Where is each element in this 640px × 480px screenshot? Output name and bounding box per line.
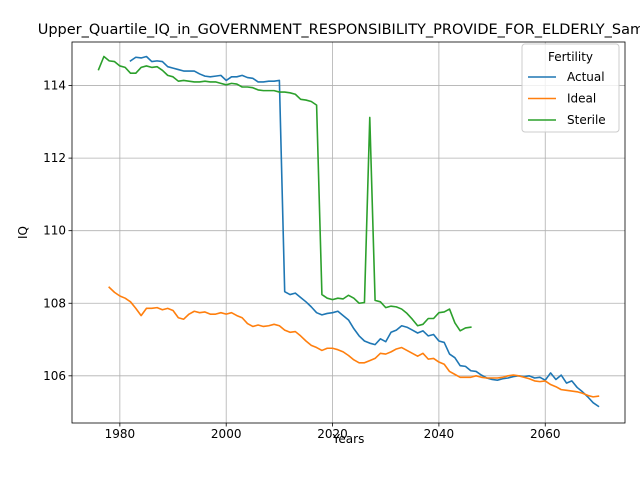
x-tick-label: 2060 — [530, 427, 561, 441]
series-lines — [97, 55, 600, 408]
legend-entries: Actual Ideal Sterile — [528, 70, 606, 127]
y-tick-label: 110 — [43, 224, 66, 238]
legend-box — [521, 43, 620, 133]
x-tick-label: 2020 — [317, 427, 348, 441]
x-tick-label: 2000 — [211, 427, 242, 441]
y-tick-label: 114 — [43, 79, 66, 93]
legend-label-actual: Actual — [567, 70, 605, 84]
x-axis-label: Years — [332, 432, 365, 446]
y-tick-label: 106 — [43, 369, 66, 383]
y-axis-label: IQ — [16, 226, 30, 239]
x-tick-label: 1980 — [105, 427, 136, 441]
legend: Fertility Actual Ideal Sterile — [521, 43, 620, 133]
plot-frame — [71, 41, 626, 424]
axis-ticks: 1980 2000 2020 2040 2060 106 108 110 112 114 — [43, 79, 560, 441]
series-line-ideal — [108, 286, 600, 398]
chart-title: Upper_Quartile_IQ_in_GOVERNMENT_RESPONSI… — [38, 22, 640, 38]
series-line-sterile — [97, 55, 472, 332]
legend-label-ideal: Ideal — [567, 92, 596, 106]
y-tick-label: 112 — [43, 151, 66, 165]
x-tick-label: 2040 — [424, 427, 455, 441]
legend-label-sterile: Sterile — [567, 113, 606, 127]
legend-title: Fertility — [548, 50, 593, 64]
y-tick-label: 108 — [43, 296, 66, 310]
